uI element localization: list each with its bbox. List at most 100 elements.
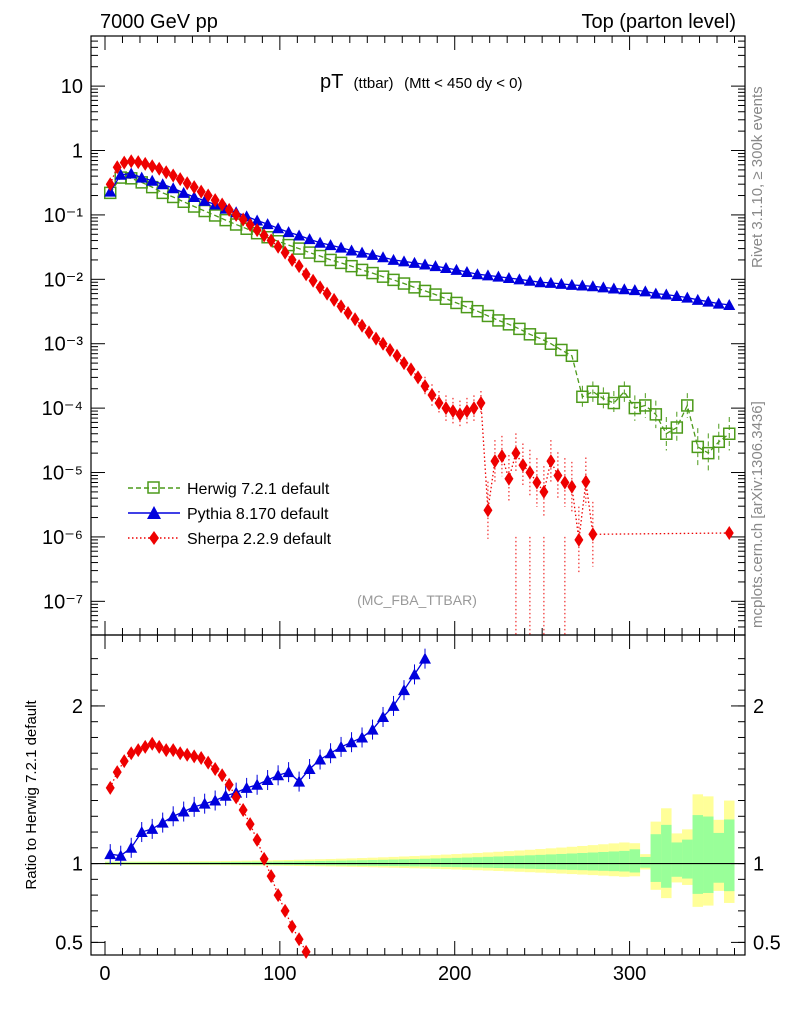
data-point — [287, 252, 297, 267]
data-point — [210, 193, 220, 208]
data-point — [681, 291, 694, 303]
data-point — [513, 322, 526, 336]
data-point — [702, 295, 715, 307]
ratio-data-point — [198, 797, 211, 809]
data-point — [156, 178, 169, 190]
data-point — [553, 468, 563, 483]
data-point — [607, 282, 620, 294]
ratio-band-inner — [451, 857, 462, 868]
data-point — [581, 474, 591, 489]
data-point — [408, 256, 421, 268]
data-point — [586, 280, 599, 292]
data-point — [167, 182, 180, 194]
legend-herwig-marker — [147, 481, 160, 494]
data-point — [497, 449, 507, 464]
ratio-y-tick-label: 2 — [72, 696, 83, 718]
ratio-data-point — [203, 755, 213, 770]
data-point — [217, 197, 227, 212]
x-tick-label: 0 — [99, 963, 110, 985]
data-point — [303, 233, 316, 245]
ratio-data-point — [408, 668, 421, 680]
header-right: Top (parton level) — [581, 11, 736, 33]
ratio-data-point — [161, 743, 171, 758]
data-point — [539, 484, 549, 499]
ratio-data-point — [126, 746, 136, 761]
ratio-band-inner — [671, 842, 683, 877]
ratio-band-inner — [377, 859, 389, 866]
data-point — [723, 427, 736, 440]
ratio-data-point — [266, 869, 276, 884]
data-point — [147, 159, 157, 174]
data-point — [560, 475, 570, 490]
data-point — [597, 281, 610, 293]
ratio-data-point — [147, 736, 157, 751]
data-point — [576, 279, 589, 291]
ratio-band-inner — [556, 853, 567, 870]
main-y-tick-label: 10⁻⁵ — [42, 463, 83, 485]
ratio-data-point — [119, 754, 129, 769]
data-point — [387, 253, 400, 265]
data-point — [483, 503, 493, 518]
main-y-tick-label: 1 — [72, 141, 83, 163]
mcplots-label: mcplots.cern.ch [arXiv:1306.3436] — [749, 401, 766, 628]
data-point — [259, 228, 269, 243]
ratio-data-point — [210, 761, 220, 776]
title-sub: (ttbar) — [354, 75, 394, 92]
ratio-data-point — [196, 750, 206, 765]
ratio-data-point — [251, 778, 264, 790]
ratio-band-inner — [619, 850, 630, 872]
data-point — [565, 349, 579, 363]
data-point — [261, 218, 274, 230]
data-point — [377, 251, 390, 263]
data-point — [492, 270, 505, 282]
data-point — [490, 454, 500, 469]
data-point — [534, 332, 547, 345]
data-point — [238, 212, 248, 227]
data-point — [105, 177, 115, 192]
ratio-data-point — [261, 774, 274, 786]
data-point — [649, 287, 662, 299]
ratio-data-point — [224, 777, 234, 792]
data-point — [294, 259, 304, 274]
data-point — [125, 167, 138, 179]
data-point — [476, 396, 486, 411]
data-point — [462, 404, 472, 419]
ratio-data-point — [188, 800, 201, 812]
data-point — [639, 399, 652, 412]
ratio-data-point — [231, 790, 241, 805]
data-point — [245, 217, 255, 232]
ratio-band-inner — [724, 819, 735, 892]
ratio-data-point — [177, 805, 190, 817]
ratio-data-point — [418, 652, 431, 664]
data-point — [450, 263, 463, 275]
main-series — [103, 154, 736, 635]
data-point — [329, 292, 339, 307]
data-point — [723, 298, 736, 310]
ratio-data-point — [287, 919, 297, 934]
ratio-data-point — [252, 832, 262, 847]
data-point — [525, 465, 535, 480]
data-point — [565, 278, 578, 290]
main-y-tick-label: 10⁻⁴ — [42, 398, 83, 420]
data-point — [460, 300, 474, 314]
legend-sherpa-label: Sherpa 2.2.9 default — [187, 531, 332, 548]
data-point — [161, 165, 171, 180]
data-point — [343, 305, 353, 320]
ratio-data-point — [273, 888, 283, 903]
ratio-band-inner — [587, 852, 599, 871]
data-point — [532, 475, 542, 490]
data-point — [408, 281, 421, 294]
ratio-data-point — [301, 944, 311, 959]
data-point — [371, 331, 381, 346]
ratio-data-point — [104, 848, 117, 860]
data-point — [140, 156, 150, 171]
ratio-data-point — [335, 740, 348, 752]
main-y-tick-label: 10⁻⁶ — [42, 527, 83, 549]
data-point — [203, 188, 213, 203]
data-point — [441, 401, 451, 416]
ratio-band-inner — [493, 856, 504, 869]
main-axes: 10 1 10⁻¹ 10⁻² 10⁻³ 10⁻⁴ 10⁻⁵ 10⁻⁶ 10⁻⁷ — [42, 35, 745, 636]
ratio-data-point — [303, 762, 316, 774]
x-tick-label: 200 — [438, 963, 471, 985]
ratio-data-point — [209, 794, 222, 806]
